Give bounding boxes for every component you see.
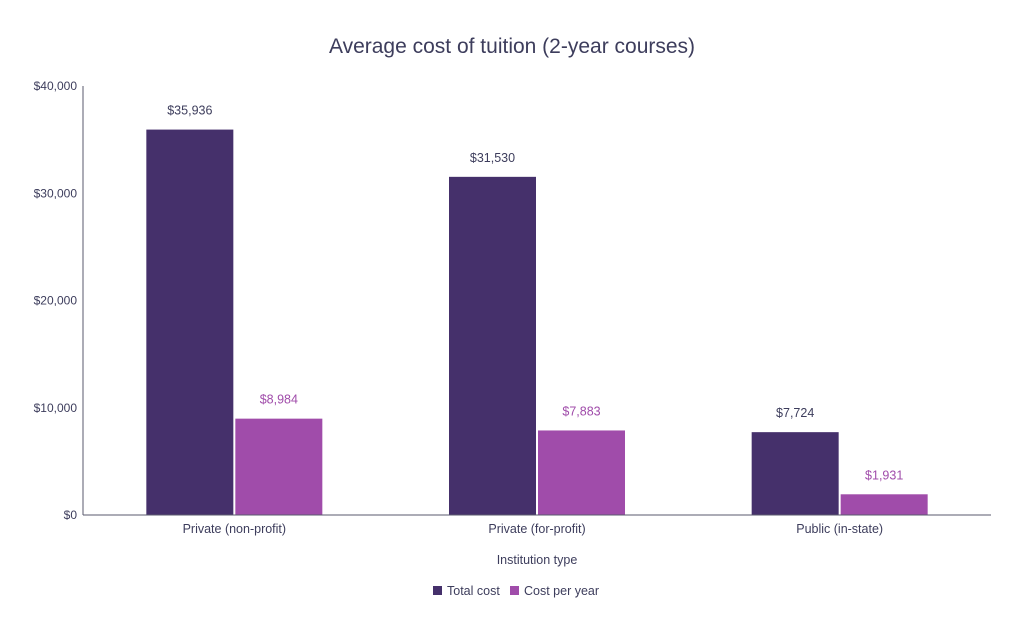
bar-cost-per-year — [235, 418, 323, 515]
bar-cost-per-year — [538, 430, 625, 515]
data-label: $35,936 — [167, 104, 212, 118]
legend-swatch — [510, 586, 519, 595]
legend-label: Total cost — [447, 584, 500, 598]
y-tick-label: $0 — [64, 508, 78, 522]
bar-total-cost — [449, 176, 536, 515]
y-tick-label: $10,000 — [34, 401, 78, 415]
data-label: $8,984 — [260, 393, 298, 407]
y-tick-label: $30,000 — [34, 186, 78, 200]
x-tick-label: Public (in-state) — [796, 522, 883, 536]
bar-total-cost — [751, 432, 839, 515]
legend: Total cost Cost per year — [433, 584, 599, 598]
data-label: $1,931 — [865, 468, 903, 482]
legend-item: Cost per year — [510, 584, 599, 598]
bar-cost-per-year — [840, 494, 928, 515]
x-tick-label: Private (non-profit) — [183, 522, 287, 536]
bar-total-cost — [146, 129, 234, 515]
data-label: $31,530 — [470, 151, 515, 165]
chart-title: Average cost of tuition (2-year courses) — [329, 35, 695, 58]
y-tick-label: $20,000 — [34, 294, 78, 308]
y-axis: $0 $10,000 $20,000 $30,000 $40,000 — [34, 79, 84, 522]
legend-swatch — [433, 586, 442, 595]
data-label: $7,724 — [776, 406, 814, 420]
x-axis: Private (non-profit) Private (for-profit)… — [83, 514, 991, 536]
legend-label: Cost per year — [524, 584, 599, 598]
bars-group: $35,936 $8,984 $31,530 $7,883 $7,724 $1,931 — [146, 104, 928, 515]
legend-item: Total cost — [433, 584, 500, 598]
x-axis-label: Institution type — [497, 553, 578, 567]
x-tick-label: Private (for-profit) — [488, 522, 585, 536]
data-label: $7,883 — [562, 404, 600, 418]
y-tick-label: $40,000 — [34, 79, 78, 93]
